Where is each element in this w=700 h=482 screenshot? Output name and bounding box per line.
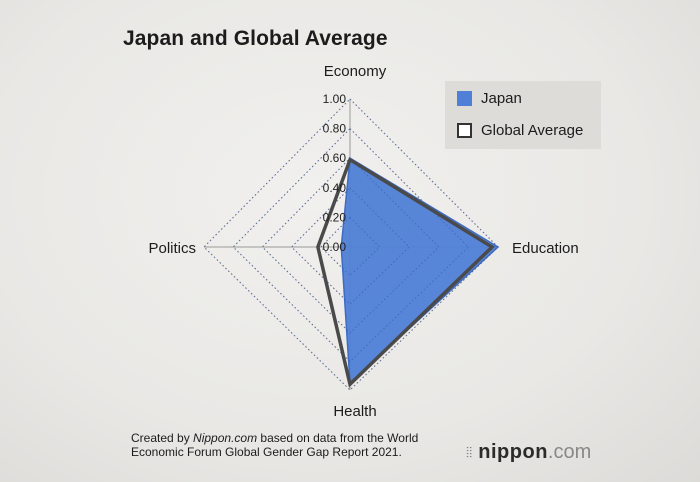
legend-item-global-average[interactable]: Global Average <box>457 122 583 139</box>
source-note: Created by Nippon.com based on data from… <box>131 431 418 459</box>
chart-title: Japan and Global Average <box>123 27 388 50</box>
series-japan <box>340 156 500 385</box>
radar-series <box>203 98 500 391</box>
source-note-line-2: Economic Forum Global Gender Gap Report … <box>131 445 402 459</box>
nippon-logo[interactable]: ⦙⦙ nippon .com <box>466 441 591 464</box>
source-note-line-1: Created by Nippon.com based on data from… <box>131 431 418 445</box>
legend-swatch-japan <box>457 91 472 106</box>
source-site: Nippon.com <box>193 431 258 445</box>
source-suffix: based on data from the World <box>257 431 419 445</box>
chart-legend: Japan Global Average <box>445 81 601 149</box>
logo-suffix: .com <box>547 441 592 463</box>
legend-label-japan: Japan <box>481 90 522 107</box>
axis-label-politics: Politics <box>148 240 196 257</box>
source-prefix: Created by <box>131 431 194 445</box>
legend-swatch-global-average <box>457 123 472 138</box>
grid-overlay-4 <box>232 127 470 363</box>
legend-label-global-average: Global Average <box>481 122 584 139</box>
axis-label-economy: Economy <box>324 63 387 80</box>
grid-overlay-3 <box>261 157 440 334</box>
tick-label-4: 0.80 <box>323 122 347 136</box>
radar-axis-labels: Economy Education Health Politics <box>148 63 578 420</box>
nippon-logo-icon: ⦙⦙ <box>466 444 473 460</box>
radar-ticks: 0.00 0.20 0.40 0.60 0.80 1.00 <box>323 92 347 254</box>
legend-item-japan[interactable]: Japan <box>457 90 522 107</box>
tick-label-5: 1.00 <box>323 92 347 106</box>
logo-name: nippon <box>478 441 548 463</box>
tick-label-3: 0.60 <box>323 151 347 165</box>
grid-overlay-5 <box>203 98 499 391</box>
axis-label-education: Education <box>512 240 579 257</box>
tick-label-0: 0.00 <box>323 240 347 254</box>
tick-label-1: 0.20 <box>323 210 347 224</box>
series-global-average <box>316 157 495 388</box>
axis-label-health: Health <box>333 403 376 420</box>
tick-label-2: 0.40 <box>323 181 347 195</box>
